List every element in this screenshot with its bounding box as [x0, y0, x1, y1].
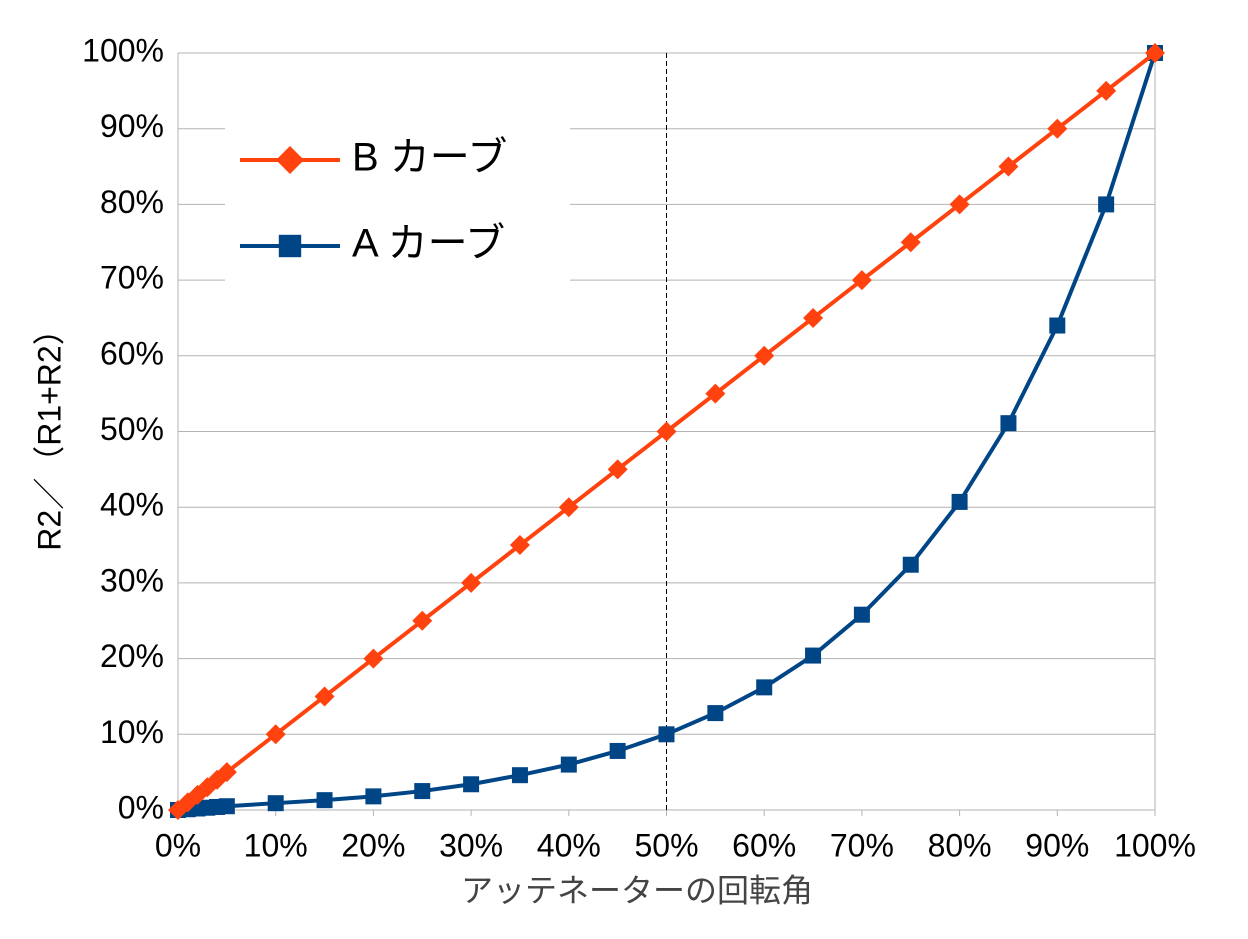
marker [658, 726, 675, 743]
marker [560, 756, 577, 773]
marker [902, 556, 919, 573]
marker [1098, 196, 1115, 213]
marker [1145, 43, 1165, 63]
marker [509, 535, 530, 556]
marker [853, 606, 870, 623]
x-tick-label: 100% [1114, 827, 1196, 863]
marker [412, 610, 433, 631]
marker [511, 767, 528, 784]
marker [707, 705, 724, 722]
legend-label: B カーブ [352, 136, 507, 180]
marker [851, 270, 872, 291]
x-tick-label: 60% [732, 827, 796, 863]
marker [609, 742, 626, 759]
marker [463, 776, 480, 793]
marker [998, 156, 1019, 177]
marker [216, 762, 237, 783]
marker [756, 679, 773, 696]
marker [951, 493, 968, 510]
x-tick-label: 0% [155, 827, 201, 863]
marker [558, 497, 579, 518]
x-tick-label: 50% [634, 827, 698, 863]
marker [1000, 415, 1017, 432]
marker [656, 421, 677, 442]
marker [278, 234, 302, 258]
y-axis-label: R2／（R1+R2） [31, 313, 67, 550]
marker [1049, 317, 1066, 334]
marker [803, 307, 824, 328]
marker [1096, 80, 1117, 101]
marker [705, 383, 726, 404]
y-tick-label: 30% [100, 562, 164, 598]
marker [949, 194, 970, 215]
marker [805, 647, 822, 664]
marker [607, 459, 628, 480]
legend-box [225, 118, 570, 288]
legend: B カーブ A カーブ [225, 118, 570, 288]
marker [267, 795, 284, 812]
x-tick-label: 40% [537, 827, 601, 863]
marker [314, 686, 335, 707]
y-tick-label: 70% [100, 260, 164, 296]
marker [316, 792, 333, 809]
marker [265, 724, 286, 745]
marker [276, 146, 304, 174]
marker [365, 788, 382, 805]
marker [461, 572, 482, 593]
y-tick-label: 100% [82, 32, 164, 68]
x-tick-label: 10% [244, 827, 308, 863]
x-tick-label: 90% [1025, 827, 1089, 863]
y-tick-label: 40% [100, 487, 164, 523]
marker [754, 345, 775, 366]
y-tick-label: 50% [100, 411, 164, 447]
marker [218, 798, 235, 815]
marker [900, 232, 921, 253]
x-tick-label: 80% [928, 827, 992, 863]
x-tick-label: 70% [830, 827, 894, 863]
y-tick-label: 90% [100, 108, 164, 144]
y-tick-label: 20% [100, 638, 164, 674]
y-tick-label: 60% [100, 335, 164, 371]
marker [414, 783, 431, 800]
marker [363, 648, 384, 669]
y-tick-label: 10% [100, 714, 164, 750]
legend-label: A カーブ [352, 222, 505, 266]
y-tick-label: 80% [100, 184, 164, 220]
marker [1047, 118, 1068, 139]
y-tick-label: 0% [118, 789, 164, 825]
x-tick-label: 20% [341, 827, 405, 863]
x-tick-label: 30% [439, 827, 503, 863]
x-axis-label: アッテネーターの回転角 [461, 872, 813, 908]
